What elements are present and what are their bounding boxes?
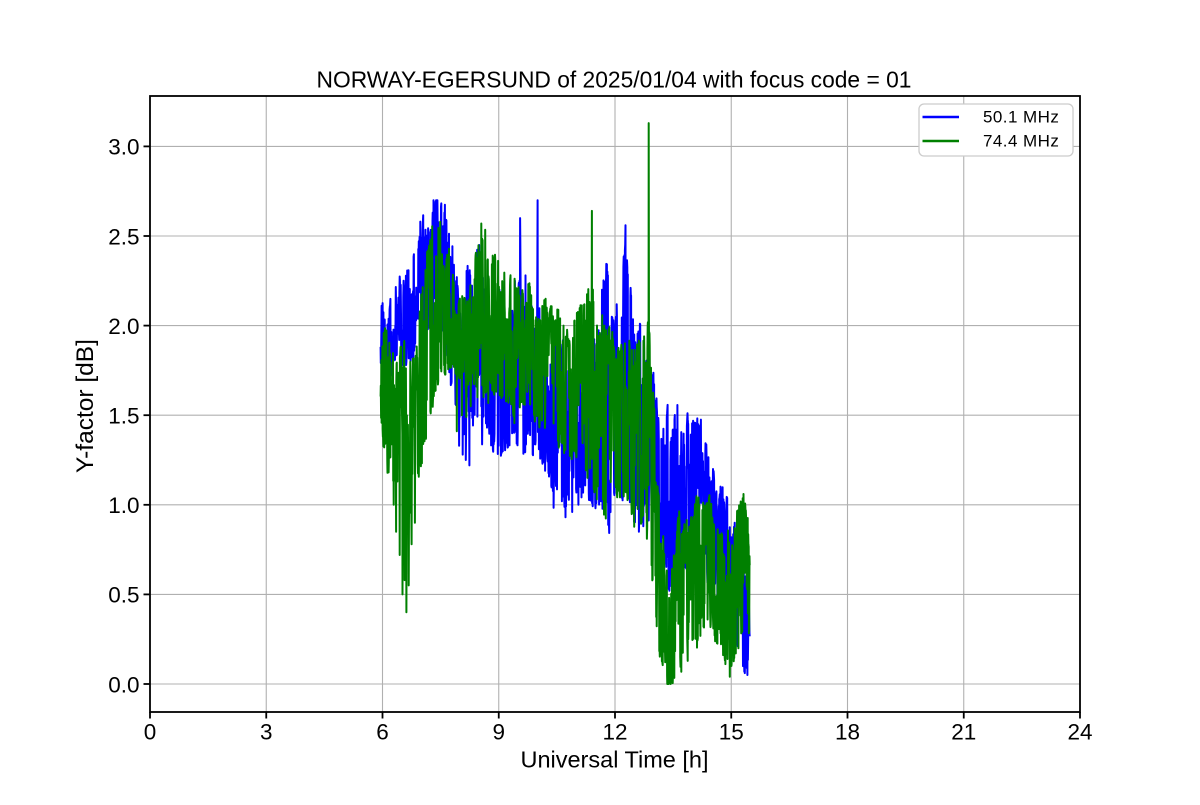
svg-text:3.0: 3.0 — [108, 135, 139, 160]
svg-text:24: 24 — [1067, 720, 1092, 745]
svg-text:18: 18 — [835, 720, 860, 745]
svg-text:1.5: 1.5 — [108, 404, 139, 429]
svg-text:NORWAY-EGERSUND of 2025/01/04: NORWAY-EGERSUND of 2025/01/04 with focus… — [317, 67, 912, 93]
svg-text:3: 3 — [260, 720, 273, 745]
svg-text:0: 0 — [144, 720, 157, 745]
svg-text:Universal Time [h]: Universal Time [h] — [520, 747, 708, 773]
svg-text:9: 9 — [492, 720, 505, 745]
svg-text:0.5: 0.5 — [108, 583, 139, 608]
svg-text:Y-factor [dB]: Y-factor [dB] — [72, 339, 99, 473]
svg-text:6: 6 — [376, 720, 389, 745]
svg-text:74.4 MHz: 74.4 MHz — [983, 132, 1059, 151]
svg-text:2.5: 2.5 — [108, 224, 139, 249]
svg-text:12: 12 — [602, 720, 627, 745]
svg-text:15: 15 — [719, 720, 744, 745]
svg-text:1.0: 1.0 — [108, 493, 139, 518]
svg-text:0.0: 0.0 — [108, 672, 139, 697]
svg-text:2.0: 2.0 — [108, 314, 139, 339]
svg-text:21: 21 — [951, 720, 976, 745]
svg-text:50.1 MHz: 50.1 MHz — [983, 108, 1059, 127]
